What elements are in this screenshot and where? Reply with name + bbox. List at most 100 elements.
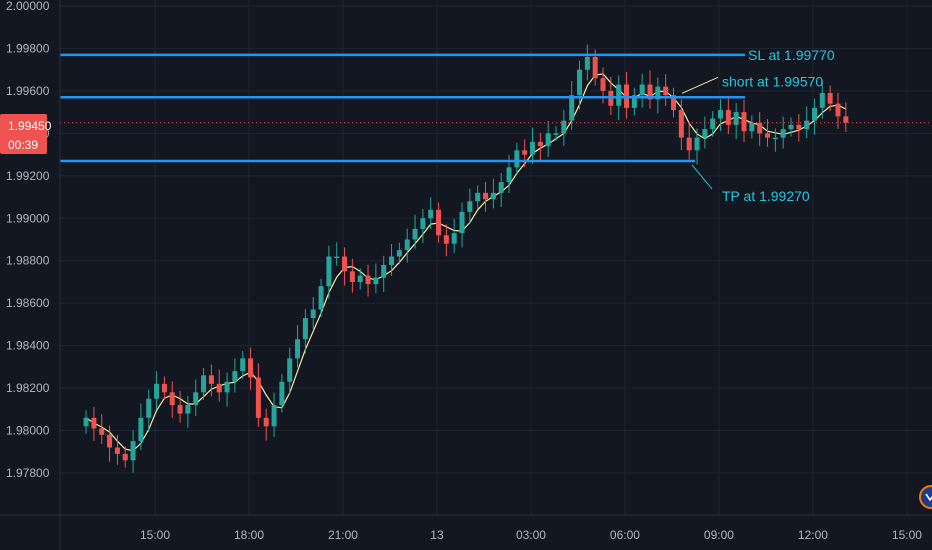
current-price-tag: 1.99450 00:39 xyxy=(0,114,52,154)
candle-body xyxy=(561,120,567,134)
candle-body xyxy=(498,182,504,193)
candle-body xyxy=(279,381,285,406)
candle-body xyxy=(114,447,120,454)
candle-body xyxy=(318,286,324,310)
candle-body xyxy=(342,256,348,272)
y-tick-label: 1.99000 xyxy=(6,211,50,225)
candle-body xyxy=(443,235,449,244)
x-tick-label: 15:00 xyxy=(140,528,170,542)
candle-body xyxy=(757,122,763,134)
candle-body xyxy=(107,434,113,448)
y-tick-label: 1.99600 xyxy=(6,84,50,98)
candle-body xyxy=(702,129,708,138)
candle-body xyxy=(663,86,669,96)
candle-body xyxy=(381,264,387,278)
candle-body xyxy=(357,275,363,282)
candle-body xyxy=(161,383,167,393)
x-tick-label: 12:00 xyxy=(798,528,828,542)
y-tick-label: 1.98400 xyxy=(6,339,50,353)
moving-average-layer xyxy=(85,73,847,452)
y-tick-label: 1.97800 xyxy=(6,466,50,480)
candle-body xyxy=(765,133,771,138)
candle-body xyxy=(436,209,442,236)
level-label-short: short at 1.99570 xyxy=(722,73,823,89)
y-tick-label: 1.98200 xyxy=(6,381,50,395)
candle-body xyxy=(490,192,496,200)
y-tick-label: 1.99800 xyxy=(6,41,50,55)
candle-body xyxy=(216,383,222,393)
candle-body xyxy=(201,375,207,393)
candle-body xyxy=(811,107,817,121)
candle-body xyxy=(631,95,637,108)
candle-body xyxy=(91,417,97,429)
candle-body xyxy=(506,167,512,183)
candle-body xyxy=(749,122,755,132)
candle-body xyxy=(138,417,144,442)
y-tick-label: 1.98800 xyxy=(6,254,50,268)
candle-body xyxy=(428,209,434,219)
candle-body xyxy=(530,141,536,155)
candle-body xyxy=(545,133,551,147)
y-tick-label: 1.99200 xyxy=(6,169,50,183)
x-tick-label: 09:00 xyxy=(704,528,734,542)
candle-body xyxy=(154,383,160,399)
candle-body xyxy=(741,112,747,132)
candle-body xyxy=(686,137,692,151)
candle-body xyxy=(733,112,739,125)
candle-body xyxy=(592,56,598,79)
candle-body xyxy=(302,318,308,340)
x-tick-label: 06:00 xyxy=(610,528,640,542)
candle-body xyxy=(514,150,520,168)
candle-body xyxy=(600,78,606,91)
tp-annotation-connector xyxy=(691,164,713,190)
candle-body xyxy=(99,428,105,435)
candle-body xyxy=(389,256,395,265)
candle-body xyxy=(326,256,332,287)
candle-body xyxy=(255,377,261,418)
candle-body xyxy=(725,110,731,125)
candle-body xyxy=(404,239,410,251)
candle-body xyxy=(287,358,293,382)
candle-body xyxy=(459,211,465,234)
candle-body xyxy=(185,405,191,414)
candle-body xyxy=(177,405,183,414)
candle-body xyxy=(271,405,277,427)
candle-body xyxy=(420,218,426,229)
level-lines-layer: SL at 1.99770 short at 1.99570 TP at 1.992… xyxy=(60,47,932,204)
candle-body xyxy=(130,441,136,461)
candle-body xyxy=(584,56,590,70)
y-tick-label: 1.98000 xyxy=(6,424,50,438)
x-axis[interactable]: 15:00 18:00 21:00 13 03:00 06:00 09:00 12:00 15:… xyxy=(0,514,932,542)
candle-body xyxy=(537,141,543,147)
candle-body xyxy=(483,192,489,200)
candles-layer xyxy=(83,44,849,473)
tradingview-logo-icon[interactable] xyxy=(919,485,932,509)
candle-body xyxy=(788,124,794,130)
candle-body xyxy=(475,192,481,202)
candle-body xyxy=(334,256,340,258)
candle-body xyxy=(694,137,700,151)
candle-body xyxy=(451,233,457,244)
candle-body xyxy=(122,453,128,461)
candle-body xyxy=(310,309,316,319)
candle-body xyxy=(718,110,724,119)
candle-body xyxy=(295,339,301,359)
candle-body xyxy=(248,358,254,378)
candle-body xyxy=(678,110,684,138)
candle-body xyxy=(843,116,849,123)
candle-body xyxy=(373,277,379,285)
candle-body xyxy=(819,93,825,108)
x-tick-label: 15:00 xyxy=(892,528,922,542)
candle-body xyxy=(796,124,802,130)
candle-body xyxy=(804,120,810,130)
candle-body xyxy=(83,417,89,427)
candle-body xyxy=(467,201,473,212)
candle-body xyxy=(671,95,677,111)
candle-body xyxy=(655,86,661,100)
candle-body xyxy=(193,392,199,406)
y-axis[interactable]: 2.000001.998001.996001.994001.992001.990… xyxy=(6,0,61,550)
price-tag-bg xyxy=(0,114,47,154)
x-tick-label: 21:00 xyxy=(328,528,358,542)
